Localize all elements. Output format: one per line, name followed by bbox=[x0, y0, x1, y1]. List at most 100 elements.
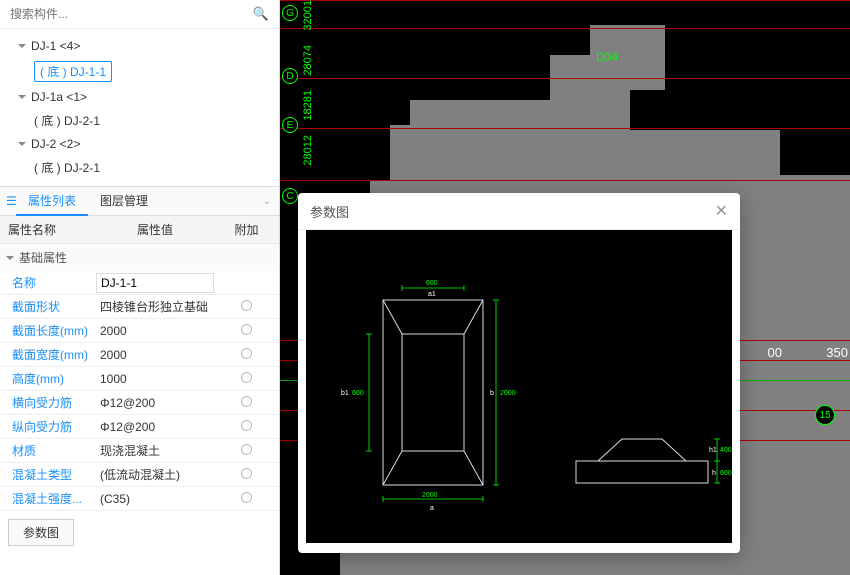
prop-value-cell[interactable]: 现浇混凝土 bbox=[96, 440, 214, 461]
prop-attach-cell[interactable] bbox=[214, 444, 279, 458]
search-input[interactable] bbox=[10, 7, 253, 21]
dim-h1-label: h1 bbox=[709, 447, 717, 454]
tree-label: DJ-1a <1> bbox=[31, 90, 87, 104]
radio-icon[interactable] bbox=[241, 468, 252, 479]
prop-value: (C35) bbox=[96, 490, 214, 508]
radio-icon[interactable] bbox=[241, 420, 252, 431]
axis-dim: 18281 bbox=[302, 90, 314, 121]
radio-icon[interactable] bbox=[241, 348, 252, 359]
prop-value: (低流动混凝土) bbox=[96, 464, 214, 485]
tab-layers[interactable]: 图层管理 bbox=[88, 186, 160, 216]
caret-down-icon bbox=[18, 95, 26, 99]
grid-line bbox=[280, 180, 850, 181]
prop-value-cell[interactable]: Φ12@200 bbox=[96, 394, 214, 412]
tree-item[interactable]: ( 底 ) DJ-1-1 bbox=[0, 57, 279, 86]
panel-collapse-icon[interactable]: ⌄ bbox=[255, 196, 279, 207]
grid-line bbox=[280, 128, 850, 129]
prop-attach-cell[interactable] bbox=[214, 348, 279, 362]
dim-b1-label: b1 bbox=[341, 390, 349, 397]
dim-b-val: 2000 bbox=[500, 390, 516, 397]
property-row: 混凝土类型(低流动混凝土) bbox=[0, 463, 279, 487]
param-dialog: 参数图 ✕ 600 a1 2000 a 600 b1 2000 bbox=[298, 193, 740, 553]
prop-value-cell[interactable]: 四棱锥台形独立基础 bbox=[96, 296, 214, 317]
prop-name: 材质 bbox=[0, 442, 96, 459]
prop-name: 混凝土强度... bbox=[0, 490, 96, 507]
header-value: 属性值 bbox=[96, 216, 214, 243]
prop-value: 2000 bbox=[96, 322, 214, 340]
prop-value-cell[interactable]: (低流动混凝土) bbox=[96, 464, 214, 485]
tree-item[interactable]: ( 底 ) DJ-2-1 bbox=[0, 155, 279, 180]
section-title: 基础属性 bbox=[19, 249, 67, 266]
radio-icon[interactable] bbox=[241, 372, 252, 383]
axis-circle: G bbox=[282, 5, 298, 21]
header-name: 属性名称 bbox=[0, 216, 96, 243]
caret-down-icon bbox=[6, 256, 14, 260]
dialog-body: 600 a1 2000 a 600 b1 2000 b 600 h 400 h1 bbox=[306, 230, 732, 543]
radio-icon[interactable] bbox=[241, 492, 252, 503]
prop-value-cell[interactable]: 2000 bbox=[96, 346, 214, 364]
dialog-header: 参数图 ✕ bbox=[298, 193, 740, 230]
radio-icon[interactable] bbox=[241, 300, 252, 311]
prop-name: 截面长度(mm) bbox=[0, 322, 96, 339]
prop-value-cell[interactable]: Φ12@200 bbox=[96, 418, 214, 436]
property-table: 属性名称 属性值 附加 基础属性 名称截面形状四棱锥台形独立基础截面长度(mm)… bbox=[0, 216, 279, 511]
dim-a-val: 2000 bbox=[422, 492, 438, 499]
tab-properties[interactable]: 属性列表 bbox=[16, 186, 88, 216]
axis-dim: 32001 bbox=[302, 0, 314, 31]
search-icon[interactable]: 🔍 bbox=[253, 6, 269, 22]
radio-icon[interactable] bbox=[241, 396, 252, 407]
prop-attach-cell[interactable] bbox=[214, 492, 279, 506]
tree-label: ( 底 ) DJ-2-1 bbox=[34, 159, 100, 176]
tree-label: DJ-1 <4> bbox=[31, 39, 80, 53]
tree-item[interactable]: DJ-1 <4> bbox=[0, 35, 279, 57]
dim-a-label: a bbox=[430, 505, 434, 512]
prop-name: 名称 bbox=[0, 274, 96, 291]
property-row: 截面形状四棱锥台形独立基础 bbox=[0, 295, 279, 319]
axis-circle: D bbox=[282, 68, 298, 84]
property-row: 截面宽度(mm)2000 bbox=[0, 343, 279, 367]
prop-name: 横向受力筋 bbox=[0, 394, 96, 411]
tree-item[interactable]: DJ-1a <1> bbox=[0, 86, 279, 108]
tree-item[interactable]: ( 底 ) DJ-2-1 bbox=[0, 108, 279, 133]
prop-attach-cell[interactable] bbox=[214, 324, 279, 338]
prop-name: 混凝土类型 bbox=[0, 466, 96, 483]
prop-value-cell[interactable]: (C35) bbox=[96, 490, 214, 508]
prop-value-cell[interactable] bbox=[96, 273, 214, 293]
radio-icon[interactable] bbox=[241, 324, 252, 335]
param-diagram-button[interactable]: 参数图 bbox=[8, 519, 74, 546]
axis-circle-15: 15 bbox=[815, 405, 835, 425]
prop-name: 高度(mm) bbox=[0, 370, 96, 387]
prop-attach-cell[interactable] bbox=[214, 396, 279, 410]
axis-dim: 28012 bbox=[302, 135, 314, 166]
grid-line bbox=[280, 0, 850, 1]
tree-label: DJ-2 <2> bbox=[31, 137, 80, 151]
prop-value-cell[interactable]: 1000 bbox=[96, 370, 214, 388]
axis-dim: 28074 bbox=[302, 45, 314, 76]
close-icon[interactable]: ✕ bbox=[715, 201, 728, 221]
property-row: 名称 bbox=[0, 271, 279, 295]
axis-circle: E bbox=[282, 117, 298, 133]
tree-item[interactable]: DJ-2 <2> bbox=[0, 133, 279, 155]
prop-attach-cell[interactable] bbox=[214, 420, 279, 434]
caret-down-icon bbox=[18, 44, 26, 48]
property-row: 混凝土强度...(C35) bbox=[0, 487, 279, 511]
prop-value-cell[interactable]: 2000 bbox=[96, 322, 214, 340]
property-row: 高度(mm)1000 bbox=[0, 367, 279, 391]
dim-00: 00 bbox=[768, 345, 782, 360]
prop-value: 现浇混凝土 bbox=[96, 440, 214, 461]
prop-attach-cell[interactable] bbox=[214, 372, 279, 386]
radio-icon[interactable] bbox=[241, 444, 252, 455]
dim-h-label: h bbox=[712, 470, 716, 477]
dim-b1-val: 600 bbox=[352, 390, 364, 397]
hamburger-icon[interactable]: ☰ bbox=[0, 194, 16, 208]
section-base-props[interactable]: 基础属性 bbox=[0, 244, 279, 271]
prop-value-input[interactable] bbox=[96, 273, 214, 293]
prop-attach-cell[interactable] bbox=[214, 300, 279, 314]
dim-a1-val: 600 bbox=[426, 280, 438, 287]
dim-a1-label: a1 bbox=[428, 291, 436, 298]
param-btn-row: 参数图 bbox=[0, 511, 279, 554]
prop-attach-cell[interactable] bbox=[214, 468, 279, 482]
prop-value: Φ12@200 bbox=[96, 418, 214, 436]
property-row: 材质现浇混凝土 bbox=[0, 439, 279, 463]
dim-h-val: 600 bbox=[720, 470, 732, 477]
